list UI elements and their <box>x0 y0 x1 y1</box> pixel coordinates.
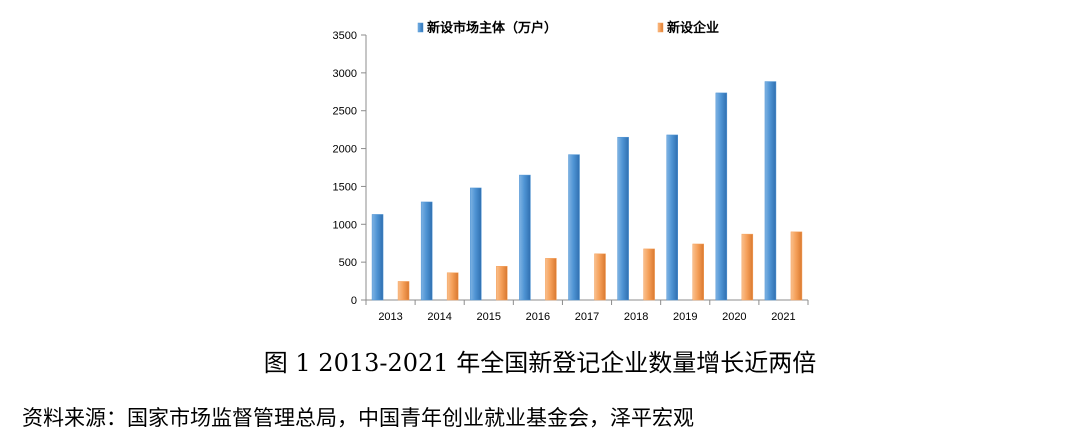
bar-market-entities-2016 <box>519 174 531 301</box>
y-tick-label: 1000 <box>333 219 357 231</box>
bar-market-entities-2014 <box>420 201 433 301</box>
x-tick-label: 2016 <box>526 311 550 323</box>
bar-enterprises-2014 <box>446 272 459 301</box>
bar-market-entities-2020 <box>715 92 728 301</box>
y-tick-label: 500 <box>339 257 357 269</box>
legend-swatch-market-entities <box>417 22 424 33</box>
bar-market-entities-2021 <box>764 81 777 301</box>
bar-chart: 新设市场主体（万户） 新设企业 0 500 1000 1500 2000 2500 3000 3… <box>333 20 809 323</box>
y-tick-label: 1500 <box>333 181 357 193</box>
bar-enterprises-2021 <box>790 231 803 301</box>
bar-market-entities-2013 <box>371 214 384 301</box>
bar-market-entities-2015 <box>470 187 482 301</box>
bar-enterprises-2017 <box>594 253 606 301</box>
bar-enterprises-2016 <box>545 258 557 301</box>
legend: 新设市场主体（万户） 新设企业 <box>417 20 719 36</box>
legend-label-market-entities: 新设市场主体（万户） <box>427 20 557 36</box>
bar-enterprises-2018 <box>643 248 655 301</box>
figure-caption: 图 1 2013-2021 年全国新登记企业数量增长近两倍 <box>263 349 817 377</box>
bar-enterprises-2020 <box>741 233 754 301</box>
x-tick-label: 2017 <box>575 311 599 323</box>
x-tick-label: 2015 <box>477 311 501 323</box>
x-tick-label: 2018 <box>624 311 648 323</box>
bar-market-entities-2018 <box>617 136 629 301</box>
x-tick-label: 2014 <box>427 311 451 323</box>
x-tick-label: 2019 <box>673 311 697 323</box>
y-tick-label: 0 <box>351 295 357 307</box>
bar-market-entities-2017 <box>568 154 580 301</box>
y-tick-label: 3000 <box>333 68 357 80</box>
x-tick-label: 2013 <box>378 311 402 323</box>
bars <box>371 81 803 301</box>
x-tick-label: 2020 <box>722 311 746 323</box>
bar-market-entities-2019 <box>666 134 678 301</box>
bar-enterprises-2015 <box>496 266 508 301</box>
bar-enterprises-2019 <box>692 243 704 301</box>
legend-swatch-enterprises <box>657 22 664 33</box>
legend-label-enterprises: 新设企业 <box>667 20 719 36</box>
y-tick-label: 2500 <box>333 106 357 118</box>
bar-enterprises-2013 <box>397 281 410 301</box>
y-tick-label: 2000 <box>333 144 357 156</box>
axes: 0 500 1000 1500 2000 2500 3000 3500 2013 2014 2015… <box>333 30 809 323</box>
source-note: 资料来源：国家市场监督管理总局，中国青年创业就业基金会，泽平宏观 <box>22 406 694 430</box>
y-tick-label: 3500 <box>333 30 357 42</box>
x-tick-label: 2021 <box>771 311 795 323</box>
